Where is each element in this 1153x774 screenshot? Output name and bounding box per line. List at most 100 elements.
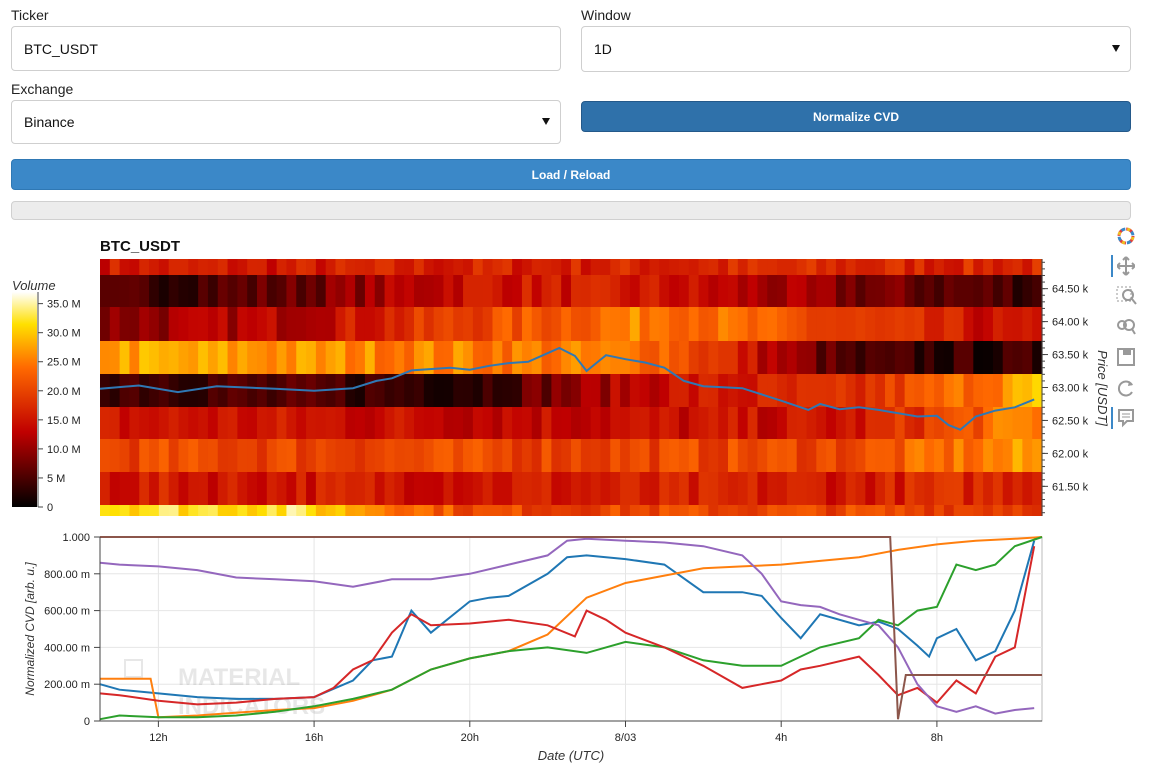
heatmap-cell	[492, 275, 503, 307]
heatmap-cell	[669, 374, 680, 407]
heatmap-cell	[315, 439, 327, 472]
heatmap-cell	[934, 407, 945, 439]
pan-icon[interactable]	[1111, 255, 1139, 277]
heatmap-cell	[207, 407, 219, 439]
box-zoom-icon[interactable]	[1115, 285, 1137, 307]
heatmap-cell	[806, 374, 817, 407]
heatmap-cell	[885, 472, 896, 505]
heatmap-cell	[757, 341, 768, 374]
heatmap-cell	[757, 439, 768, 472]
heatmap-cell	[404, 439, 415, 472]
heatmap-cell	[286, 259, 297, 275]
heatmap-cell	[168, 505, 180, 516]
colorbar	[12, 292, 37, 507]
heatmap-cell	[207, 275, 219, 307]
heatmap-cell	[149, 307, 160, 341]
heatmap-cell	[610, 472, 621, 505]
heatmap-cell	[315, 472, 327, 505]
heatmap-cell	[737, 275, 749, 307]
heatmap-cell	[580, 472, 592, 505]
heatmap-cell	[865, 374, 876, 407]
heatmap-cell	[963, 505, 974, 516]
heatmap-cell	[865, 407, 876, 439]
reset-icon[interactable]	[1115, 377, 1137, 399]
heatmap-cell	[1032, 374, 1043, 407]
load-reload-button[interactable]: Load / Reload	[11, 159, 1131, 190]
heatmap-cell	[835, 439, 847, 472]
heatmap-cell	[394, 472, 405, 505]
heatmap-cell	[1032, 505, 1043, 516]
heatmap-cell	[600, 407, 611, 439]
heatmap-y-tick-label: 62.00 k	[1052, 448, 1089, 460]
heatmap-cell	[777, 307, 788, 341]
heatmap-cell	[855, 439, 866, 472]
heatmap-cell	[894, 472, 906, 505]
heatmap-cell	[237, 259, 248, 275]
heatmap-cell	[384, 374, 395, 407]
heatmap-cell	[580, 407, 592, 439]
heatmap-cell	[276, 505, 288, 516]
heatmap-cell	[178, 307, 189, 341]
heatmap-cell	[610, 407, 621, 439]
heatmap-cell	[433, 472, 445, 505]
heatmap-cell	[904, 472, 916, 505]
heatmap-cell	[1012, 275, 1023, 307]
heatmap-cell	[100, 472, 111, 505]
heatmap-cell	[168, 275, 180, 307]
window-select[interactable]: 1D	[581, 26, 1131, 72]
logo-icon[interactable]	[1115, 225, 1137, 247]
exchange-select[interactable]: Binance	[11, 100, 561, 144]
wheel-zoom-icon[interactable]	[1115, 315, 1137, 337]
heatmap-cell	[247, 275, 258, 307]
heatmap-cell	[914, 341, 925, 374]
heatmap-cell	[315, 341, 327, 374]
heatmap-cell	[335, 407, 346, 439]
heatmap-cell	[757, 505, 768, 516]
heatmap-cell	[463, 472, 474, 505]
heatmap-cell	[1022, 275, 1033, 307]
heatmap-cell	[423, 275, 435, 307]
heatmap-cell	[943, 374, 955, 407]
heatmap-cell	[139, 307, 150, 341]
normalize-cvd-button[interactable]: Normalize CVD	[581, 101, 1131, 132]
heatmap-cell	[649, 472, 660, 505]
heatmap-cell	[649, 307, 660, 341]
heatmap-cell	[855, 505, 866, 516]
heatmap-cell	[953, 307, 965, 341]
heatmap-y-tick-label: 61.50 k	[1052, 481, 1089, 493]
window-label: Window	[581, 7, 631, 23]
heatmap-cell	[207, 439, 219, 472]
heatmap-cell	[639, 341, 651, 374]
heatmap-cell	[767, 307, 778, 341]
heatmap-cell	[571, 275, 582, 307]
heatmap-cell	[512, 374, 523, 407]
heatmap-cell	[443, 439, 454, 472]
heatmap-cell	[364, 374, 376, 407]
heatmap-cell	[453, 439, 464, 472]
heatmap-cell	[904, 341, 916, 374]
heatmap-cell	[217, 439, 229, 472]
heatmap-cell	[207, 505, 219, 516]
price-line	[99, 346, 1035, 431]
heatmap-cell	[394, 341, 405, 374]
save-icon[interactable]	[1115, 346, 1137, 368]
heatmap-cell	[541, 472, 552, 505]
heatmap-cell	[149, 374, 160, 407]
heatmap-cell	[482, 439, 494, 472]
heatmap-cell	[1002, 374, 1014, 407]
heatmap-cell	[875, 341, 886, 374]
heatmap-cell	[571, 472, 582, 505]
heatmap-cell	[983, 407, 994, 439]
heatmap-cell	[364, 439, 376, 472]
heatmap-cell	[826, 407, 837, 439]
heatmap-cell	[590, 407, 602, 439]
heatmap-cell	[777, 472, 788, 505]
heatmap-cell	[600, 307, 611, 341]
hover-icon[interactable]	[1111, 407, 1139, 429]
ticker-input[interactable]: BTC_USDT	[11, 26, 561, 71]
heatmap-cell	[953, 407, 965, 439]
heatmap-cell	[158, 505, 170, 516]
heatmap-cell	[728, 505, 739, 516]
heatmap-cell	[845, 307, 857, 341]
heatmap-cell	[531, 307, 543, 341]
